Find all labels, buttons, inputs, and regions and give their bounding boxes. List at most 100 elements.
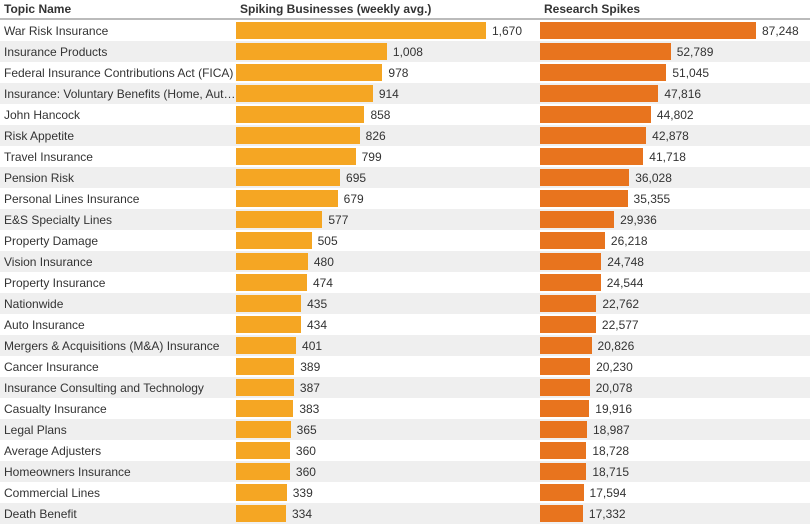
- research-cell: 20,826: [540, 337, 810, 354]
- table-row: Personal Lines Insurance 679 35,355: [0, 188, 810, 209]
- table-row: John Hancock85844,802: [0, 104, 810, 125]
- topic-cell[interactable]: Property Damage: [0, 234, 236, 248]
- topic-cell[interactable]: Insurance Consulting and Technology: [0, 381, 236, 395]
- topic-cell[interactable]: Homeowners Insurance: [0, 465, 236, 479]
- businesses-value: 679: [338, 192, 364, 206]
- research-value: 35,355: [628, 192, 671, 206]
- businesses-bar[interactable]: [236, 85, 373, 102]
- businesses-bar[interactable]: [236, 22, 486, 39]
- businesses-value: 360: [290, 444, 316, 458]
- research-cell: 18,728: [540, 442, 810, 459]
- topic-cell[interactable]: Nationwide: [0, 297, 236, 311]
- businesses-bar[interactable]: [236, 127, 360, 144]
- businesses-bar[interactable]: [236, 43, 387, 60]
- research-bar[interactable]: [540, 148, 643, 165]
- research-bar[interactable]: [540, 358, 590, 375]
- research-bar[interactable]: [540, 295, 596, 312]
- research-bar[interactable]: [540, 169, 629, 186]
- businesses-bar[interactable]: [236, 190, 338, 207]
- businesses-bar[interactable]: [236, 232, 312, 249]
- research-cell: 47,816: [540, 85, 810, 102]
- table-row: Insurance Consulting and Technology38720…: [0, 377, 810, 398]
- research-bar[interactable]: [540, 316, 596, 333]
- research-bar[interactable]: [540, 127, 646, 144]
- businesses-bar[interactable]: [236, 463, 290, 480]
- topic-cell[interactable]: Vision Insurance: [0, 255, 236, 269]
- topic-cell[interactable]: John Hancock: [0, 108, 236, 122]
- research-bar[interactable]: [540, 43, 671, 60]
- businesses-bar[interactable]: [236, 400, 293, 417]
- research-bar[interactable]: [540, 190, 628, 207]
- topic-cell[interactable]: Personal Lines Insurance: [0, 192, 236, 206]
- research-bar[interactable]: [540, 505, 583, 522]
- topic-cell[interactable]: Federal Insurance Contributions Act (FIC…: [0, 66, 236, 80]
- businesses-value: 474: [307, 276, 333, 290]
- businesses-bar[interactable]: [236, 106, 364, 123]
- topic-cell[interactable]: Insurance: Voluntary Benefits (Home, Aut…: [0, 87, 236, 101]
- businesses-bar[interactable]: [236, 295, 301, 312]
- businesses-bar[interactable]: [236, 316, 301, 333]
- topic-cell[interactable]: Property Insurance: [0, 276, 236, 290]
- research-cell: 42,878: [540, 127, 810, 144]
- businesses-bar[interactable]: [236, 148, 356, 165]
- topic-cell[interactable]: E&S Specialty Lines: [0, 213, 236, 227]
- businesses-bar[interactable]: [236, 358, 294, 375]
- research-bar[interactable]: [540, 421, 587, 438]
- businesses-bar[interactable]: [236, 274, 307, 291]
- research-bar[interactable]: [540, 463, 586, 480]
- research-bar[interactable]: [540, 253, 601, 270]
- research-bar[interactable]: [540, 337, 592, 354]
- research-bar[interactable]: [540, 85, 658, 102]
- topic-cell[interactable]: Legal Plans: [0, 423, 236, 437]
- topic-cell[interactable]: Death Benefit: [0, 507, 236, 521]
- businesses-bar[interactable]: [236, 253, 308, 270]
- table-body: War Risk Insurance1,67087,248Insurance P…: [0, 20, 810, 524]
- research-cell: 35,355: [540, 190, 810, 207]
- research-bar[interactable]: [540, 64, 666, 81]
- businesses-value: 978: [382, 66, 408, 80]
- research-bar[interactable]: [540, 232, 605, 249]
- topic-cell[interactable]: Casualty Insurance: [0, 402, 236, 416]
- research-cell: 24,544: [540, 274, 810, 291]
- businesses-bar[interactable]: [236, 442, 290, 459]
- businesses-bar[interactable]: [236, 64, 382, 81]
- header-research[interactable]: Research Spikes: [540, 2, 810, 16]
- header-businesses[interactable]: Spiking Businesses (weekly avg.): [236, 2, 540, 16]
- header-topic[interactable]: Topic Name: [0, 2, 236, 16]
- businesses-bar[interactable]: [236, 337, 296, 354]
- topic-cell[interactable]: Commercial Lines: [0, 486, 236, 500]
- research-bar[interactable]: [540, 22, 756, 39]
- research-cell: 24,748: [540, 253, 810, 270]
- table-row: Average Adjusters 360 18,728: [0, 440, 810, 461]
- businesses-cell: 334: [236, 505, 540, 522]
- businesses-cell: 826: [236, 127, 540, 144]
- research-value: 42,878: [646, 129, 689, 143]
- topic-cell[interactable]: Auto Insurance: [0, 318, 236, 332]
- research-bar[interactable]: [540, 106, 651, 123]
- table-row: E&S Specialty Lines57729,936: [0, 209, 810, 230]
- businesses-cell: 383: [236, 400, 540, 417]
- businesses-cell: 434: [236, 316, 540, 333]
- research-bar[interactable]: [540, 211, 614, 228]
- topic-cell[interactable]: Cancer Insurance: [0, 360, 236, 374]
- topic-cell[interactable]: Mergers & Acquisitions (M&A) Insurance: [0, 339, 236, 353]
- research-bar[interactable]: [540, 442, 586, 459]
- topic-cell[interactable]: Risk Appetite: [0, 129, 236, 143]
- businesses-cell: 1,008: [236, 43, 540, 60]
- businesses-bar[interactable]: [236, 505, 286, 522]
- businesses-bar[interactable]: [236, 211, 322, 228]
- businesses-bar[interactable]: [236, 379, 294, 396]
- research-bar[interactable]: [540, 379, 590, 396]
- topic-cell[interactable]: Insurance Products: [0, 45, 236, 59]
- topic-cell[interactable]: War Risk Insurance: [0, 24, 236, 38]
- businesses-bar[interactable]: [236, 421, 291, 438]
- topic-cell[interactable]: Average Adjusters: [0, 444, 236, 458]
- topic-cell[interactable]: Pension Risk: [0, 171, 236, 185]
- research-cell: 36,028: [540, 169, 810, 186]
- topic-cell[interactable]: Travel Insurance: [0, 150, 236, 164]
- research-bar[interactable]: [540, 400, 589, 417]
- businesses-bar[interactable]: [236, 484, 287, 501]
- research-bar[interactable]: [540, 484, 584, 501]
- businesses-bar[interactable]: [236, 169, 340, 186]
- research-bar[interactable]: [540, 274, 601, 291]
